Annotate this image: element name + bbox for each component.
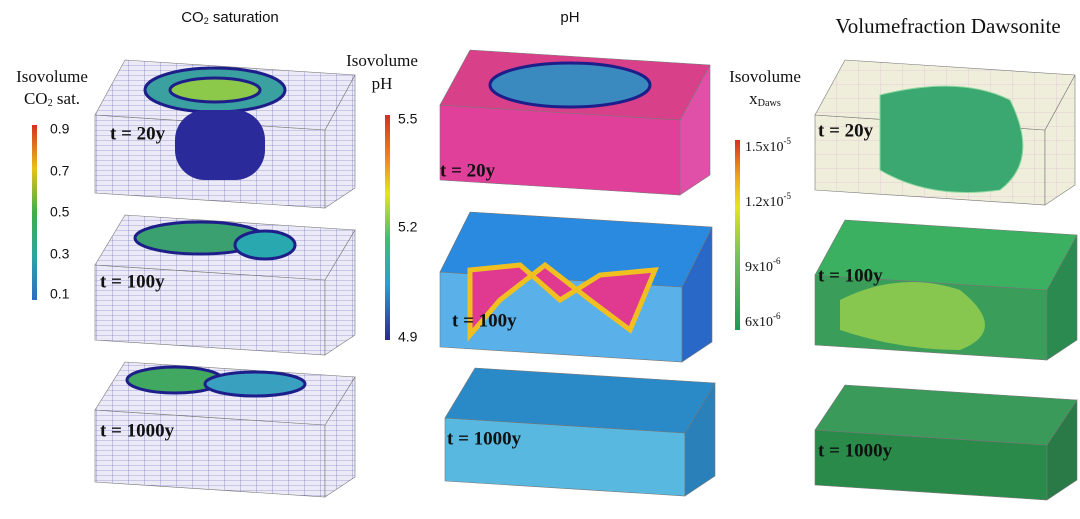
colorbar-tick: 1.5x10-5	[745, 136, 791, 155]
colorbar-tick: 0.5	[50, 204, 70, 220]
label: xDaws	[749, 89, 781, 109]
isovolume	[175, 110, 265, 180]
label-part: -6	[773, 256, 781, 266]
colorbar	[385, 115, 390, 340]
colorbar-tick: 1.2x10-5	[745, 191, 791, 210]
label-part: saturation	[209, 9, 279, 26]
colorbar-tick: 0.3	[50, 246, 70, 262]
time-label: t = 100y	[452, 310, 517, 331]
label: pH	[372, 74, 393, 93]
colorbar-tick: 5.2	[398, 219, 418, 235]
legend-label: Isovolume	[729, 67, 801, 86]
label: CO2 saturation	[181, 9, 279, 26]
label-part: -5	[784, 136, 792, 146]
colorbar-tick: 0.7	[50, 163, 70, 179]
time-label: t = 100y	[100, 271, 165, 292]
time-label: t = 1000y	[818, 440, 893, 461]
label: Volumefraction Dawsonite	[835, 14, 1060, 38]
time-label: t = 100y	[818, 265, 883, 286]
label: CO2 sat.	[24, 89, 80, 109]
label-part: CO	[24, 89, 48, 108]
time-label: t = 1000y	[447, 428, 522, 449]
label-part: Volumefraction Dawsonite	[835, 14, 1060, 38]
figure: CO2 saturation Isovolume CO2 sat. 0.9 0.7 0.5…	[0, 0, 1080, 519]
label-part: sat.	[53, 89, 80, 108]
label-part: pH	[560, 9, 579, 26]
label-part: Daws	[758, 98, 781, 109]
colorbar-tick: 9x10-6	[745, 256, 781, 275]
legend-label: Isovolume	[346, 51, 418, 70]
colorbar	[735, 140, 740, 330]
label-part: 1.2x10	[745, 195, 784, 210]
block-front	[440, 105, 680, 195]
isovolume	[880, 86, 1023, 192]
label-part: 1.5x10	[745, 140, 784, 155]
colorbar-tick: 0.9	[50, 121, 70, 137]
colorbar-tick: 4.9	[398, 329, 418, 345]
label-part: CO	[181, 9, 204, 26]
content: CO2 saturation Isovolume CO2 sat. 0.9 0.7 0.5…	[16, 9, 1077, 500]
isovolume	[490, 63, 650, 107]
time-label: t = 20y	[110, 123, 166, 144]
label-part: 6x10	[745, 315, 773, 330]
label-part: -6	[773, 311, 781, 321]
label-part: -5	[784, 191, 792, 201]
time-label: t = 20y	[440, 160, 496, 181]
colorbar-tick: 0.1	[50, 286, 70, 302]
label-part: pH	[372, 74, 393, 93]
legend-label: Isovolume	[16, 67, 88, 86]
label: pH	[560, 9, 579, 26]
time-label: t = 1000y	[100, 420, 175, 441]
isovolume	[170, 78, 260, 102]
label-part: 9x10	[745, 260, 773, 275]
colorbar-tick: 6x10-6	[745, 311, 781, 330]
colorbar	[32, 125, 37, 300]
isovolume	[235, 231, 295, 259]
isovolume	[205, 372, 305, 396]
time-label: t = 20y	[818, 120, 874, 141]
colorbar-tick: 5.5	[398, 111, 418, 127]
